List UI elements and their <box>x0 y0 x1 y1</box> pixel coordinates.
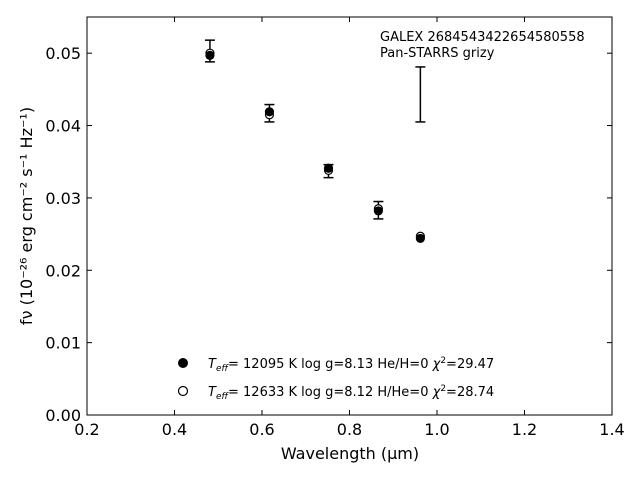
y-tick-label: 0.04 <box>45 117 81 136</box>
model-point-filled <box>205 50 215 60</box>
model-point-filled <box>264 107 275 117</box>
x-tick-label: 1.2 <box>512 420 537 439</box>
legend-label-filled: Teff= 12095 K log g=8.13 He/H=0 χ2=29.47 <box>208 356 494 374</box>
x-tick-label: 1.4 <box>599 420 624 439</box>
x-tick-label: 0.2 <box>74 420 99 439</box>
x-axis-label: Wavelength (μm) <box>281 444 419 463</box>
data-marks <box>204 39 426 244</box>
legend-marker-filled <box>178 358 188 368</box>
x-tick-label: 1.0 <box>424 420 449 439</box>
x-tick-label: 0.4 <box>162 420 187 439</box>
legend: Teff= 12095 K log g=8.13 He/H=0 χ2=29.47… <box>177 356 494 402</box>
y-tick-label: 0.03 <box>45 189 81 208</box>
axis-ticks: 0.2 0.4 0.6 0.8 1.0 1.2 1.4 0.00 0.01 0.02 0.03 0.0… <box>45 17 625 439</box>
annotation-survey: Pan-STARRS grizy <box>380 46 495 61</box>
y-tick-label: 0.05 <box>45 44 81 63</box>
plot-frame <box>86 16 613 416</box>
annotation-object-id: GALEX 2684543422654580558 <box>380 30 585 45</box>
x-tick-label: 0.8 <box>337 420 362 439</box>
legend-label-open: Teff= 12633 K log g=8.12 H/He=0 χ2=28.74 <box>208 384 494 402</box>
x-tick-label: 0.6 <box>249 420 274 439</box>
model-point-filled <box>415 233 425 244</box>
y-tick-label: 0.00 <box>45 406 81 425</box>
y-axis-label: fν (10⁻²⁶ erg cm⁻² s⁻¹ Hz⁻¹) <box>17 107 36 325</box>
model-point-filled <box>323 163 334 173</box>
y-tick-label: 0.02 <box>45 261 81 280</box>
y-tick-label: 0.01 <box>45 334 81 353</box>
legend-marker-open <box>177 385 189 397</box>
model-point-filled <box>373 206 383 216</box>
